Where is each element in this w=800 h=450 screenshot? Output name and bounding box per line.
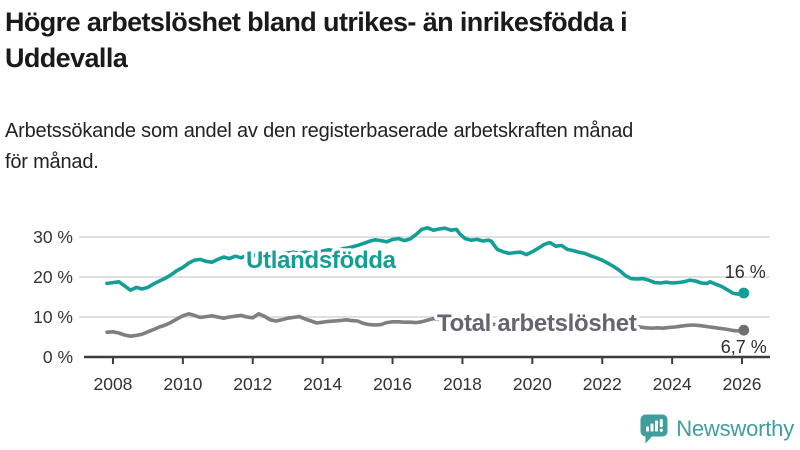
x-tick-label: 2014 bbox=[303, 374, 342, 394]
series-label-utlandsfodda: Utlandsfödda bbox=[246, 247, 397, 274]
newsworthy-brand[interactable]: Newsworthy bbox=[639, 412, 794, 446]
x-tick-label: 2026 bbox=[723, 374, 762, 394]
chart-subtitle-line1: Arbetssökande som andel av den registerb… bbox=[5, 120, 634, 142]
y-tick-label: 0 % bbox=[43, 347, 73, 367]
brand-name: Newsworthy bbox=[676, 416, 794, 441]
x-axis-labels-group: 2008 2010 2012 2014 2016 2018 2020 2022 2024 2026 bbox=[93, 374, 761, 394]
y-tick-label: 10 % bbox=[33, 307, 73, 327]
series-line-total bbox=[105, 311, 746, 339]
chart-title-line2: Uddevalla bbox=[5, 43, 128, 73]
x-tick-label: 2012 bbox=[233, 374, 272, 394]
bar-chart-speech-bubble-icon bbox=[640, 414, 668, 444]
x-tick-label: 2024 bbox=[653, 374, 692, 394]
x-tick-label: 2022 bbox=[583, 374, 622, 394]
y-tick-label: 20 % bbox=[33, 267, 73, 287]
x-tick-label: 2018 bbox=[443, 374, 482, 394]
x-axis-group bbox=[84, 355, 770, 364]
series-lines-group bbox=[105, 226, 750, 339]
series-labels-group: Utlandsfödda 16 % Total arbetslöshet 6,7 % bbox=[243, 244, 767, 357]
x-tick-label: 2010 bbox=[163, 374, 202, 394]
end-value-annotation: 16 % bbox=[725, 262, 766, 282]
y-axis-labels-group: 0 % 10 % 20 % 30 % bbox=[33, 227, 73, 367]
series-label-total: Total arbetslöshet bbox=[437, 310, 637, 337]
series-end-dot bbox=[738, 287, 750, 299]
x-tick-label: 2016 bbox=[373, 374, 412, 394]
y-tick-label: 30 % bbox=[33, 227, 73, 247]
end-value-annotation: 6,7 % bbox=[721, 337, 767, 357]
x-tick-label: 2020 bbox=[513, 374, 552, 394]
chart-title-line1: Högre arbetslöshet bland utrikes- än inr… bbox=[5, 7, 628, 37]
chart-subtitle: Arbetssökande som andel av den registerb… bbox=[5, 116, 797, 178]
gridlines-group bbox=[79, 236, 770, 318]
series-end-dot bbox=[738, 324, 750, 336]
chart-subtitle-line2: för månad. bbox=[5, 151, 99, 173]
x-tick-label: 2008 bbox=[93, 374, 132, 394]
chart-title: Högre arbetslöshet bland utrikes- än inr… bbox=[5, 4, 797, 76]
series-line-utlandsfodda bbox=[105, 226, 746, 297]
